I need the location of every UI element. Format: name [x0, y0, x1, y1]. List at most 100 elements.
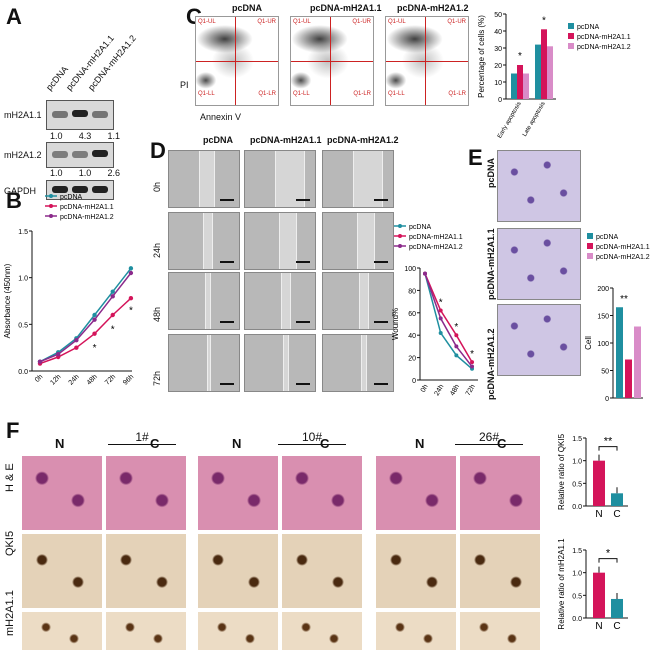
significance-mark: *: [439, 298, 443, 309]
wound-row-label: 72h: [152, 370, 162, 386]
series-line: [424, 273, 473, 368]
data-point: [470, 364, 475, 369]
y-tick-label: 80: [408, 288, 416, 295]
quadrant-label: Q1-LL: [198, 91, 215, 97]
y-tick-label: 1.0: [572, 571, 582, 578]
wound-image: [168, 212, 240, 270]
chart-b-absorbance: 0.0 0.5 1.0 1.5 Absorbance (450nm) pcDNA pcDNA…: [3, 194, 135, 387]
he-image: [282, 456, 362, 530]
y-tick-label: 0.0: [18, 369, 28, 376]
x-tick-label: 0h: [420, 383, 430, 393]
legend-label: pcDNA-mH2A1.1: [596, 244, 650, 251]
he-image: [106, 456, 186, 530]
quadrant-label: Q1-UR: [257, 19, 276, 25]
wound-title: pcDNA-mH2A1.2: [327, 135, 399, 145]
flow-plot: Q1-UL Q1-UR Q1-LL Q1-LR: [290, 16, 374, 106]
qki5-image: [198, 534, 278, 608]
blot-row-label: mH2A1.2: [4, 150, 42, 160]
chart-e-cell: 0 50 100 150 200 Cell **: [584, 286, 643, 403]
legend-label: pcDNA: [409, 224, 432, 231]
y-tick-label: 0.5: [18, 322, 28, 329]
y-tick-label: 1.5: [572, 548, 582, 555]
y-tick-label: 40: [408, 333, 416, 340]
significance-mark: *: [454, 322, 458, 333]
transwell-image: [497, 228, 581, 300]
data-point: [438, 316, 443, 321]
series-line: [39, 297, 132, 365]
legend-label: pcDNA-mH2A1.1: [60, 204, 114, 211]
data-point: [110, 294, 115, 299]
significance-bracket: [598, 558, 618, 563]
bar: [547, 46, 553, 99]
series-line: [39, 267, 132, 363]
mh2a11-image: [282, 612, 362, 650]
data-point: [37, 359, 43, 364]
cancer-label: C: [497, 436, 507, 451]
significance-mark: *: [470, 349, 474, 360]
y-tick-label: 30: [494, 46, 502, 53]
transwell-image: [497, 150, 581, 222]
legend-marker: [398, 224, 402, 228]
legend-swatch: [587, 233, 593, 239]
chart-f-qki5: 0.0 0.5 1.0 1.5 Relative ratio of QKI5 N C **: [557, 433, 628, 520]
x-tick-label: Early apoptosis: [497, 101, 523, 140]
bar: [511, 73, 517, 99]
significance-mark: *: [542, 15, 546, 26]
chart-e-legend: pcDNA pcDNA-mH2A1.1 pcDNA-mH2A1.2: [587, 233, 650, 261]
transwell-image: [497, 304, 581, 376]
data-point: [128, 296, 134, 301]
qki5-image: [282, 534, 362, 608]
data-point: [110, 289, 115, 294]
legend-swatch: [587, 243, 593, 249]
bar: [625, 359, 632, 398]
legend-marker: [398, 234, 402, 238]
significance-bracket: [598, 446, 618, 451]
bar: [535, 44, 541, 99]
data-point: [110, 312, 115, 318]
significance-mark: **: [604, 436, 613, 448]
blot-ratio: 4.3: [78, 131, 92, 141]
case-label: 10#: [278, 430, 346, 445]
wound-title: pcDNA-mH2A1.1: [250, 135, 322, 145]
case-label: 1#: [108, 430, 176, 445]
legend-label: pcDNA: [60, 194, 83, 201]
blot-ratio: 2.6: [107, 168, 120, 178]
legend-swatch: [587, 253, 593, 259]
chart-c-ylabel: Percentage of cells (%): [477, 15, 486, 98]
y-tick-label: 20: [408, 356, 416, 363]
series-line: [424, 273, 473, 363]
significance-mark: *: [606, 548, 611, 560]
y-tick-label: 0.0: [572, 504, 582, 511]
significance-mark: *: [111, 324, 115, 335]
bar: [593, 572, 605, 618]
y-tick-label: 10: [494, 80, 502, 87]
x-tick-label: 72h: [104, 373, 117, 386]
bar: [634, 326, 641, 398]
data-point: [423, 271, 427, 276]
flow-title: pcDNA-mH2A1.1: [310, 3, 382, 13]
x-tick-label: 12h: [49, 373, 62, 386]
chart-f-mh2a11: 0.0 0.5 1.0 1.5 Relative ratio of mH2A1.1 N C *: [557, 538, 628, 632]
x-tick-label: 72h: [465, 383, 477, 397]
y-tick-label: 150: [597, 314, 609, 321]
qki5-image: [106, 534, 186, 608]
y-tick-label: 50: [601, 369, 609, 376]
legend-swatch: [568, 43, 574, 49]
data-point: [438, 330, 443, 335]
wound-image: [168, 334, 240, 392]
data-point: [55, 352, 61, 357]
transwell-label: pcDNA-mH2A1.2: [486, 328, 496, 400]
legend-swatch: [568, 33, 574, 39]
mh2a11-image: [460, 612, 540, 650]
y-tick-label: 0.0: [572, 616, 582, 623]
legend-label: pcDNA-mH2A1.2: [409, 244, 463, 251]
flow-plot: Q1-UL Q1-UR Q1-LL Q1-LR: [385, 16, 469, 106]
mh2a11-image: [376, 612, 456, 650]
wound-image: [244, 272, 316, 330]
data-point: [92, 312, 97, 318]
blot-row-label: GAPDH: [4, 186, 37, 196]
panel-label-d: D: [150, 138, 166, 163]
significance-mark: *: [93, 343, 97, 354]
wound-image: [322, 334, 394, 392]
wound-row-label: 24h: [152, 242, 162, 258]
